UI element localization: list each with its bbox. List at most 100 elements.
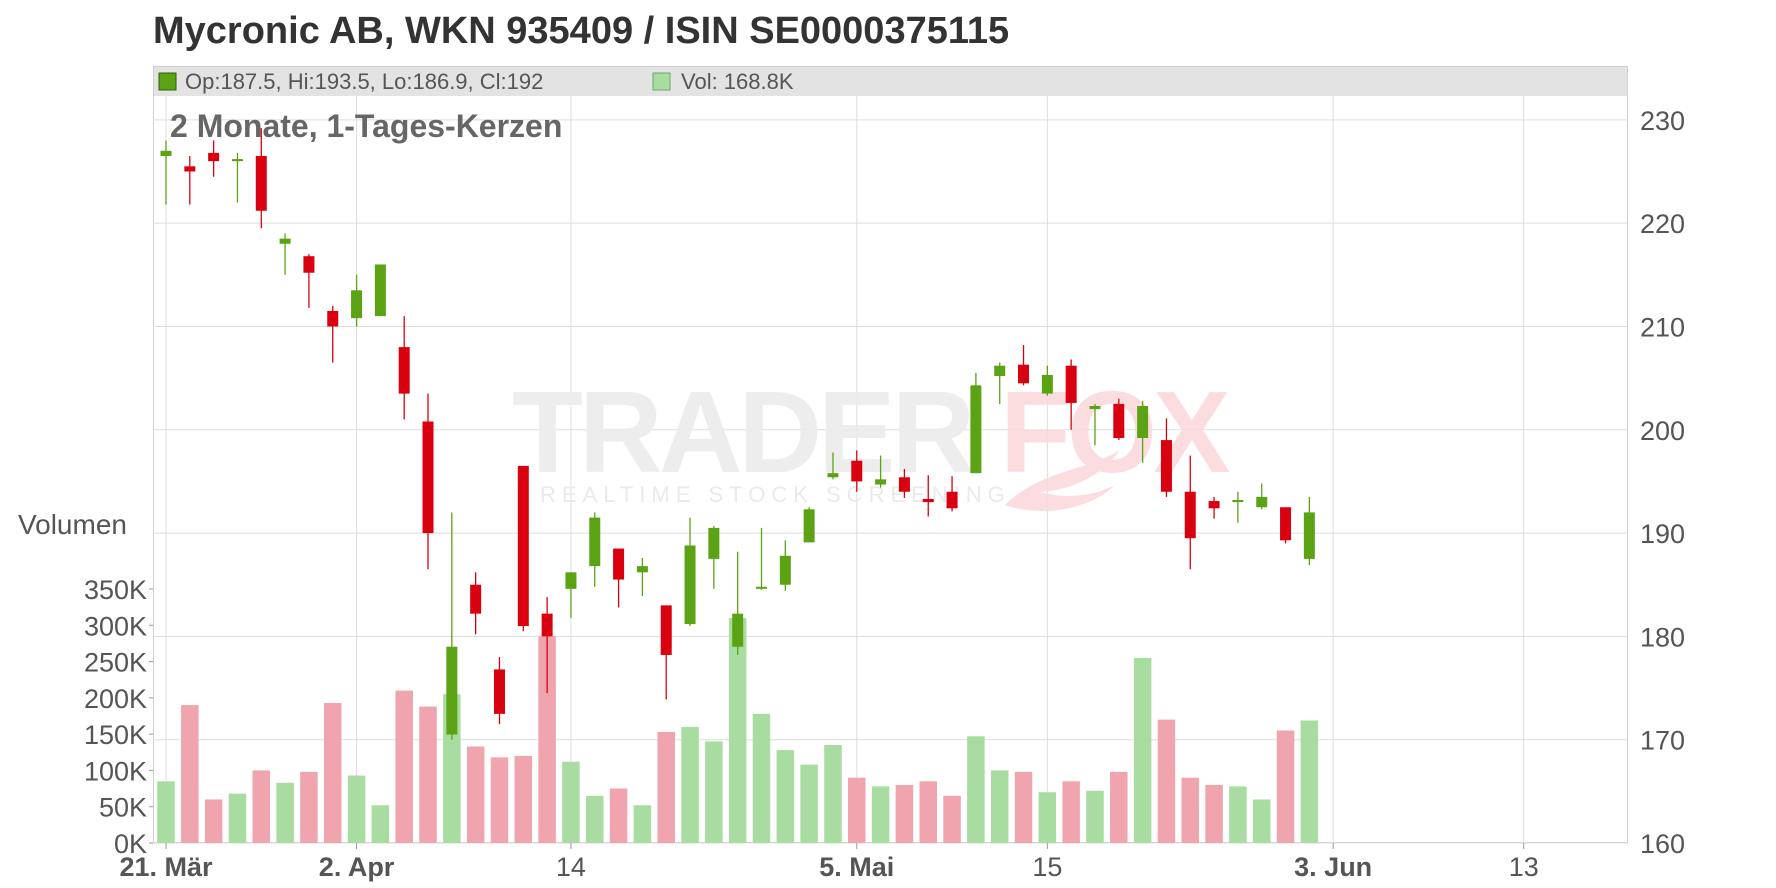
volume-bar xyxy=(1205,784,1223,843)
volume-bar xyxy=(300,771,318,843)
candle-body xyxy=(684,545,696,624)
price-tick-label: 160 xyxy=(1640,829,1685,859)
volume-bar xyxy=(728,618,747,843)
candle-body xyxy=(1160,440,1172,492)
candle xyxy=(1089,403,1101,446)
volume-bar xyxy=(204,799,223,843)
candle xyxy=(613,548,625,608)
price-tick-label: 230 xyxy=(1640,106,1685,136)
candle xyxy=(1208,496,1220,519)
candle-body xyxy=(1065,365,1077,403)
candle xyxy=(1113,398,1125,441)
candle-body xyxy=(1018,364,1030,384)
candle xyxy=(970,372,982,474)
price-tick-label: 170 xyxy=(1640,726,1685,756)
candle-body xyxy=(660,605,672,655)
volume-bar xyxy=(276,782,294,843)
volume-tick-label: 250K xyxy=(84,648,147,678)
traderfox-watermark: TRADER FOX REALTIME STOCK SCREENING xyxy=(512,367,1234,512)
candle-body xyxy=(756,586,767,589)
candle xyxy=(660,605,672,700)
candle xyxy=(803,507,815,543)
candle-body xyxy=(1113,403,1125,439)
volume-bar xyxy=(1133,657,1152,843)
candle xyxy=(946,476,958,512)
watermark-tagline: REALTIME STOCK SCREENING xyxy=(540,482,1011,507)
candle xyxy=(208,140,220,177)
watermark-brand-left: TRADER xyxy=(512,367,974,497)
candle-body xyxy=(279,238,291,244)
grid xyxy=(153,96,1628,844)
volume-bar xyxy=(800,764,818,843)
date-tick-label: 3. Jun xyxy=(1294,852,1372,882)
candle-body xyxy=(946,491,958,509)
candle-body xyxy=(446,646,458,735)
candle-body xyxy=(208,152,220,162)
candle-body xyxy=(1303,512,1315,559)
candle xyxy=(684,517,696,627)
candle-body xyxy=(1041,375,1053,394)
volume-tick-label: 150K xyxy=(84,720,147,750)
candle-body xyxy=(1256,496,1268,508)
candle xyxy=(922,475,934,517)
volume-tick-label: 100K xyxy=(84,756,147,786)
candle-body xyxy=(184,166,196,172)
fox-icon xyxy=(1005,450,1120,512)
volume-bar xyxy=(371,805,390,843)
candle xyxy=(1160,418,1172,497)
volume-tick-label: 200K xyxy=(84,684,147,714)
info-bar xyxy=(153,66,1628,96)
volume-bar xyxy=(633,805,652,843)
candle-body xyxy=(231,159,243,162)
volume-axis: 0K 50K 100K 150K 200K 250K 300K 350K xyxy=(84,575,153,859)
ohlc-info-text: Op:187.5, Hi:193.5, Lo:186.9, Cl:192 xyxy=(185,69,543,94)
volume-bar xyxy=(776,750,795,843)
volume-bar xyxy=(967,736,985,843)
candle xyxy=(851,450,863,492)
candle xyxy=(589,512,601,587)
candle xyxy=(1065,359,1077,430)
candle-body xyxy=(636,566,648,573)
candle-body xyxy=(1089,405,1101,410)
volume-bar xyxy=(943,795,961,843)
candle xyxy=(827,452,839,480)
candle xyxy=(1280,507,1292,544)
candle-body xyxy=(875,479,887,485)
volume-bar xyxy=(1229,786,1247,843)
date-tick-label: 2. Apr xyxy=(319,852,395,882)
candle xyxy=(517,465,529,632)
candle xyxy=(493,657,505,725)
x-axis: 21. Mär 2. Apr 14 5. Mai 15 3. Jun 13 xyxy=(119,843,1539,882)
volume-bar xyxy=(1086,790,1104,843)
volume-bar xyxy=(848,777,866,843)
candle xyxy=(565,572,577,618)
price-tick-label: 190 xyxy=(1640,519,1685,549)
candle xyxy=(898,469,910,498)
candle-body xyxy=(1137,405,1149,439)
volume-bar xyxy=(1276,730,1295,843)
candle xyxy=(1041,365,1053,396)
volume-info-text: Vol: 168.8K xyxy=(681,69,794,94)
candle xyxy=(1256,483,1268,510)
candle xyxy=(994,362,1006,404)
candle xyxy=(184,155,196,205)
volume-bar xyxy=(419,706,437,843)
candle-body xyxy=(1184,491,1196,539)
candle xyxy=(303,254,315,308)
candle-body xyxy=(898,477,910,492)
volume-bar xyxy=(657,731,675,843)
candle-body xyxy=(255,155,267,211)
volume-bar xyxy=(586,795,604,843)
candle xyxy=(470,572,482,635)
price-tick-label: 210 xyxy=(1640,312,1685,342)
volume-bar xyxy=(466,746,485,843)
candle xyxy=(756,527,767,590)
volume-tick-label: 300K xyxy=(84,611,147,641)
volume-tick-label: 50K xyxy=(99,793,147,823)
price-tick-label: 220 xyxy=(1640,209,1685,239)
volume-bar xyxy=(562,761,580,843)
volume-bar xyxy=(347,775,366,843)
volume-bar xyxy=(1038,792,1057,843)
date-tick-label: 5. Mai xyxy=(819,852,894,882)
